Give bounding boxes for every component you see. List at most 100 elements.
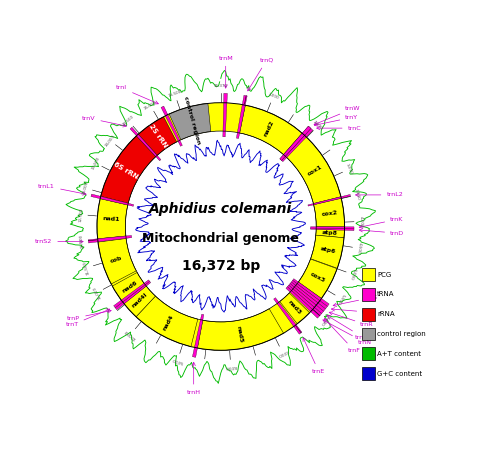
- Wedge shape: [288, 284, 324, 313]
- Text: 14,500: 14,500: [122, 115, 135, 127]
- Text: Aphidius colemani: Aphidius colemani: [149, 202, 292, 216]
- Text: 15,000: 15,000: [143, 100, 158, 111]
- Text: nad5: nad5: [236, 326, 244, 343]
- Text: trnG: trnG: [333, 295, 378, 307]
- Text: 16S rRNA: 16S rRNA: [109, 159, 144, 183]
- Text: 1,000: 1,000: [267, 92, 280, 101]
- Text: cob: cob: [110, 255, 123, 264]
- Wedge shape: [97, 199, 128, 239]
- Text: 5,500: 5,500: [336, 293, 345, 304]
- Text: nad4l: nad4l: [132, 292, 149, 309]
- Bar: [362, 347, 374, 360]
- Wedge shape: [310, 228, 354, 231]
- Wedge shape: [314, 198, 344, 227]
- Text: trnS2: trnS2: [35, 239, 83, 244]
- Bar: [362, 367, 374, 380]
- Text: trnT: trnT: [66, 309, 110, 328]
- Text: PCG: PCG: [377, 272, 392, 278]
- Text: 14,000: 14,000: [104, 134, 116, 147]
- Wedge shape: [310, 227, 354, 229]
- Text: trnS1: trnS1: [327, 315, 372, 340]
- Text: nad4: nad4: [162, 314, 174, 332]
- Wedge shape: [114, 280, 150, 308]
- Wedge shape: [100, 136, 156, 203]
- Wedge shape: [115, 281, 150, 310]
- Text: 12,000: 12,000: [78, 234, 84, 249]
- Text: trnL2: trnL2: [356, 193, 403, 198]
- Text: 10,000: 10,000: [124, 328, 138, 340]
- Wedge shape: [98, 239, 136, 284]
- Wedge shape: [198, 309, 284, 350]
- Text: Mitochondrial genome: Mitochondrial genome: [142, 232, 299, 245]
- Text: 15,500: 15,500: [168, 90, 182, 98]
- Wedge shape: [88, 236, 132, 243]
- Text: 4,500: 4,500: [356, 242, 362, 254]
- Text: 13,000: 13,000: [82, 181, 90, 196]
- Wedge shape: [138, 117, 176, 155]
- Text: cox3: cox3: [310, 271, 326, 284]
- Wedge shape: [91, 194, 134, 206]
- Text: 8,000: 8,000: [225, 364, 237, 369]
- Wedge shape: [161, 106, 182, 146]
- Bar: [362, 328, 374, 341]
- Bar: [362, 288, 374, 301]
- Text: 4,000: 4,000: [358, 216, 363, 227]
- Text: cox2: cox2: [321, 211, 338, 217]
- Wedge shape: [292, 279, 329, 307]
- Wedge shape: [308, 194, 350, 206]
- Bar: [362, 268, 374, 281]
- Wedge shape: [286, 135, 341, 203]
- Text: trnK: trnK: [359, 217, 404, 228]
- Text: cox1: cox1: [307, 164, 324, 177]
- Wedge shape: [223, 93, 228, 137]
- Wedge shape: [298, 259, 337, 299]
- Text: 11,000: 11,000: [92, 285, 102, 300]
- Wedge shape: [130, 127, 161, 161]
- Text: trnF: trnF: [324, 318, 360, 353]
- Wedge shape: [169, 103, 211, 140]
- Text: control region: control region: [377, 331, 426, 337]
- Wedge shape: [282, 129, 313, 162]
- Text: trnL1: trnL1: [38, 184, 86, 195]
- Text: nad3: nad3: [286, 300, 302, 316]
- Text: 13,500: 13,500: [90, 156, 101, 170]
- Text: control region: control region: [183, 96, 201, 145]
- Bar: [362, 308, 374, 321]
- Text: trnY: trnY: [314, 115, 358, 126]
- Text: 12,500: 12,500: [78, 207, 84, 222]
- Text: atp8: atp8: [322, 230, 338, 236]
- Wedge shape: [280, 126, 311, 160]
- Text: trnC: trnC: [316, 125, 361, 130]
- Text: 3,500: 3,500: [354, 189, 360, 201]
- Wedge shape: [280, 293, 310, 324]
- Text: 16,372: 16,372: [214, 84, 228, 88]
- Text: rRNA: rRNA: [377, 311, 395, 317]
- Text: trnR: trnR: [329, 312, 374, 328]
- Text: trnW: trnW: [314, 106, 360, 125]
- Text: trnQ: trnQ: [248, 58, 274, 91]
- Text: nad6: nad6: [121, 280, 138, 294]
- Text: nad2: nad2: [263, 119, 276, 137]
- Wedge shape: [290, 282, 326, 311]
- Wedge shape: [274, 298, 302, 334]
- Wedge shape: [316, 229, 344, 238]
- Text: trnA: trnA: [332, 308, 376, 315]
- Text: 5,000: 5,000: [348, 268, 356, 280]
- Wedge shape: [240, 105, 302, 154]
- Wedge shape: [236, 95, 247, 139]
- Text: 9,000: 9,000: [172, 356, 184, 364]
- Text: 6,000: 6,000: [320, 314, 330, 326]
- Wedge shape: [124, 286, 156, 317]
- Text: trnM: trnM: [218, 56, 233, 88]
- Wedge shape: [292, 280, 328, 309]
- Text: 11,500: 11,500: [83, 260, 91, 275]
- Wedge shape: [136, 296, 198, 347]
- Wedge shape: [192, 314, 204, 357]
- Wedge shape: [310, 235, 344, 268]
- Wedge shape: [288, 285, 322, 316]
- Text: trnD: trnD: [359, 229, 404, 236]
- Text: trnV: trnV: [82, 116, 126, 127]
- Text: atp6: atp6: [320, 246, 336, 254]
- Text: tRNA: tRNA: [377, 291, 394, 298]
- Text: trnE: trnE: [303, 338, 326, 374]
